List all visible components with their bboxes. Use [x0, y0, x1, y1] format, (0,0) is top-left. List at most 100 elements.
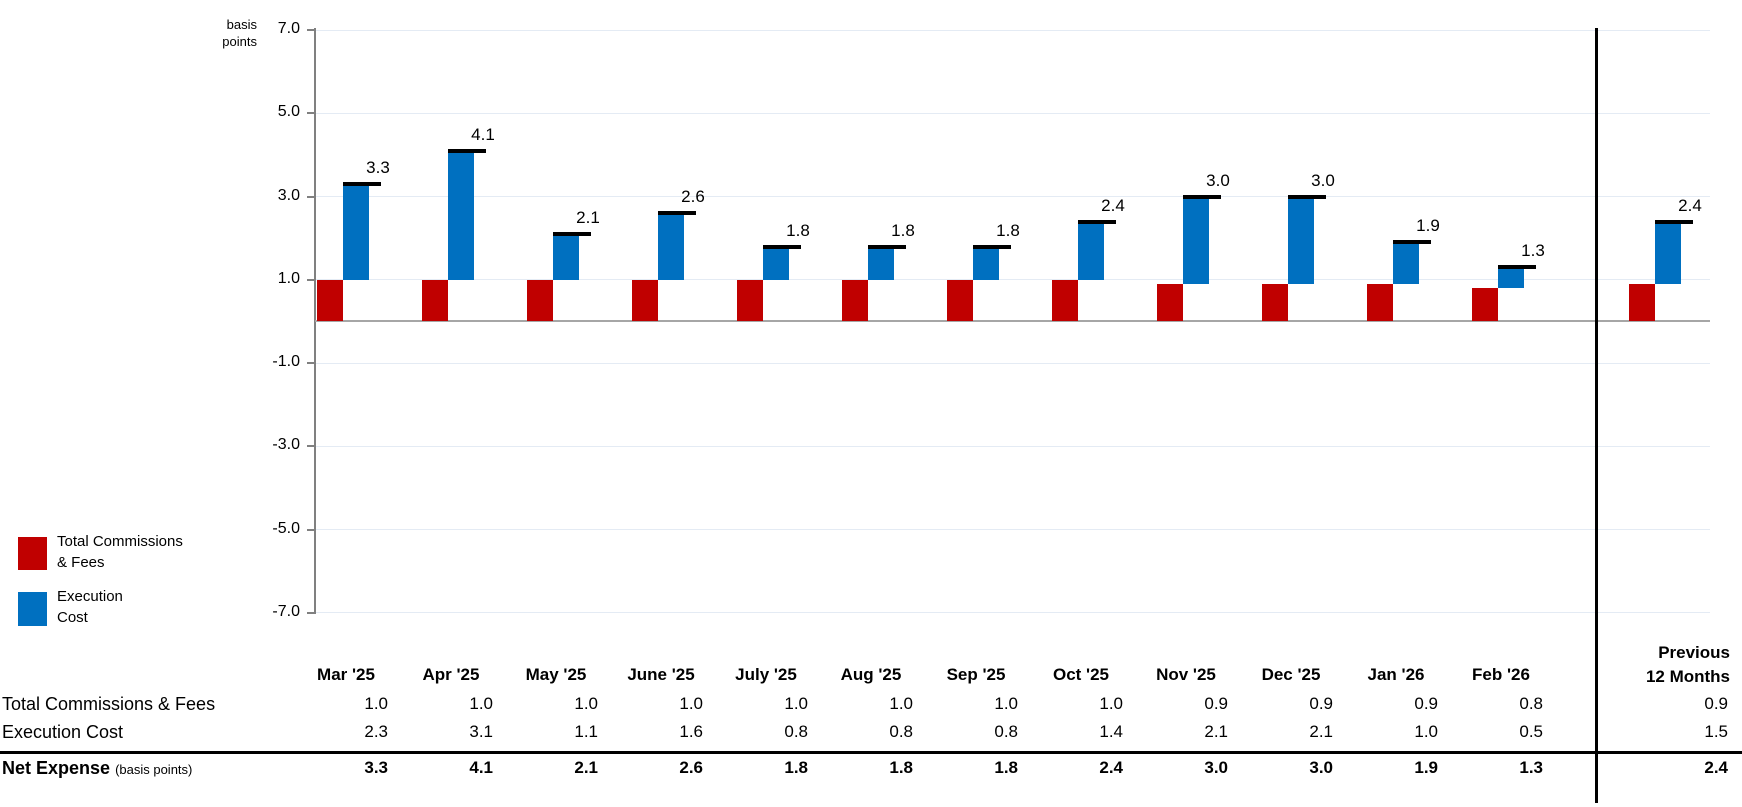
- month-column-header: Sep '25: [946, 665, 1006, 684]
- table-cell: 1.0: [784, 694, 808, 713]
- table-cell: 0.9: [1414, 694, 1438, 713]
- legend-label-commissions: Total Commissions & Fees: [57, 533, 183, 571]
- execution-bar: [1498, 267, 1524, 289]
- table-cell: 0.8: [1519, 694, 1543, 713]
- table-cell: 0.8: [994, 722, 1018, 741]
- net-expense-marker: [553, 232, 591, 237]
- table-cell: 1.0: [1414, 722, 1438, 741]
- y-tick-label: -1.0: [272, 353, 300, 371]
- gridline: [316, 29, 1710, 31]
- table-cell: 4.1: [469, 758, 493, 777]
- prev-12-months-header: Previous 12 Months: [1600, 641, 1730, 689]
- y-axis-tick: [307, 29, 315, 32]
- y-tick-label: 3.0: [277, 186, 300, 204]
- execution-swatch-icon: [18, 592, 47, 626]
- y-axis-tick: [307, 362, 315, 365]
- net-expense-value-label: 1.8: [786, 220, 810, 240]
- net-expense-marker: [343, 182, 381, 187]
- month-column-header: Nov '25: [1156, 665, 1216, 684]
- table-cell: 3.1: [469, 722, 493, 741]
- table-cell: 1.1: [574, 722, 598, 741]
- y-axis-tick: [307, 445, 315, 448]
- commissions-bar: [1262, 284, 1288, 322]
- net-expense-marker: [973, 244, 1011, 249]
- row-label-commissions: Total Commissions & Fees: [2, 694, 216, 714]
- y-tick-label: -5.0: [272, 519, 300, 537]
- month-column-header: Oct '25: [1052, 665, 1109, 684]
- table-cell: 1.9: [1414, 758, 1438, 777]
- table-cell: 3.3: [364, 758, 388, 777]
- gridline: [316, 112, 1710, 114]
- net-expense-value-label: 2.4: [1101, 195, 1125, 215]
- table-cell: 1.0: [364, 694, 388, 713]
- gridline: [316, 612, 1710, 614]
- commissions-bar: [1629, 284, 1655, 322]
- net-expense-marker: [1655, 219, 1693, 224]
- legend-label-execution: Execution Cost: [57, 588, 123, 626]
- table-cell: 0.9: [1204, 694, 1228, 713]
- table-cell: 2.1: [574, 758, 598, 777]
- row-label-net-expense-suffix: (basis points): [115, 762, 193, 777]
- table-cell: 2.1: [1309, 722, 1333, 741]
- row-label-net-expense: Net Expense (basis points): [2, 758, 193, 778]
- y-axis-tick: [307, 195, 315, 198]
- commissions-bar: [1052, 279, 1078, 322]
- y-tick-label: 5.0: [277, 103, 300, 121]
- commissions-bar: [947, 279, 973, 322]
- execution-bar: [763, 246, 789, 280]
- month-column-header: June '25: [627, 665, 695, 684]
- net-expense-value-label: 3.0: [1206, 170, 1230, 190]
- table-cell: 2.6: [679, 758, 703, 777]
- net-expense-marker: [1498, 265, 1536, 270]
- table-cell: 1.4: [1099, 722, 1123, 741]
- commissions-bar: [317, 279, 343, 322]
- execution-bar: [1288, 196, 1314, 285]
- prev-12-months-cell: 2.4: [1704, 758, 1728, 777]
- commissions-bar: [1367, 284, 1393, 322]
- net-expense-value-label: 1.3: [1521, 241, 1545, 261]
- table-cell: 1.8: [784, 758, 808, 777]
- prev-header-line2: 12 Months: [1645, 667, 1730, 686]
- table-cell: 0.9: [1309, 694, 1333, 713]
- execution-bar: [658, 213, 684, 280]
- table-cell: 0.5: [1519, 722, 1543, 741]
- net-expense-marker: [1288, 194, 1326, 199]
- table-cell: 2.4: [1099, 758, 1123, 777]
- gridline: [316, 362, 1710, 364]
- table-cell: 3.0: [1204, 758, 1228, 777]
- execution-bar: [1078, 221, 1104, 280]
- net-expense-value-label: 2.6: [681, 187, 705, 207]
- month-column-header: Dec '25: [1261, 665, 1321, 684]
- execution-bar: [343, 184, 369, 280]
- execution-bar: [868, 246, 894, 280]
- commissions-bar: [632, 279, 658, 322]
- execution-bar: [553, 234, 579, 280]
- y-tick-label: 1.0: [277, 269, 300, 287]
- month-column-header: Jan '26: [1367, 665, 1425, 684]
- table-cell: 1.3: [1519, 758, 1543, 777]
- commissions-bar: [842, 279, 868, 322]
- net-expense-rule: [0, 751, 1742, 754]
- net-expense-value-label: 1.8: [996, 220, 1020, 240]
- month-column-header: Apr '25: [422, 665, 480, 684]
- table-cell: 2.1: [1204, 722, 1228, 741]
- y-axis-tick: [307, 112, 315, 115]
- commissions-bar: [1472, 288, 1498, 322]
- month-column-header: May '25: [525, 665, 587, 684]
- table-cell: 1.0: [469, 694, 493, 713]
- table-cell: 1.0: [889, 694, 913, 713]
- previous-period-divider-line: [1595, 28, 1598, 803]
- net-expense-value-label: 1.9: [1416, 216, 1440, 236]
- month-column-header: Aug '25: [840, 665, 902, 684]
- commissions-bar: [1157, 284, 1183, 322]
- execution-bar: [1183, 196, 1209, 285]
- net-expense-marker: [1183, 194, 1221, 199]
- table-cell: 1.0: [994, 694, 1018, 713]
- net-expense-value-label: 2.1: [576, 208, 600, 228]
- execution-bar: [1393, 242, 1419, 284]
- net-expense-value-label: 2.4: [1678, 195, 1702, 215]
- execution-bar: [448, 150, 474, 280]
- table-cell: 1.6: [679, 722, 703, 741]
- table-cell: 2.3: [364, 722, 388, 741]
